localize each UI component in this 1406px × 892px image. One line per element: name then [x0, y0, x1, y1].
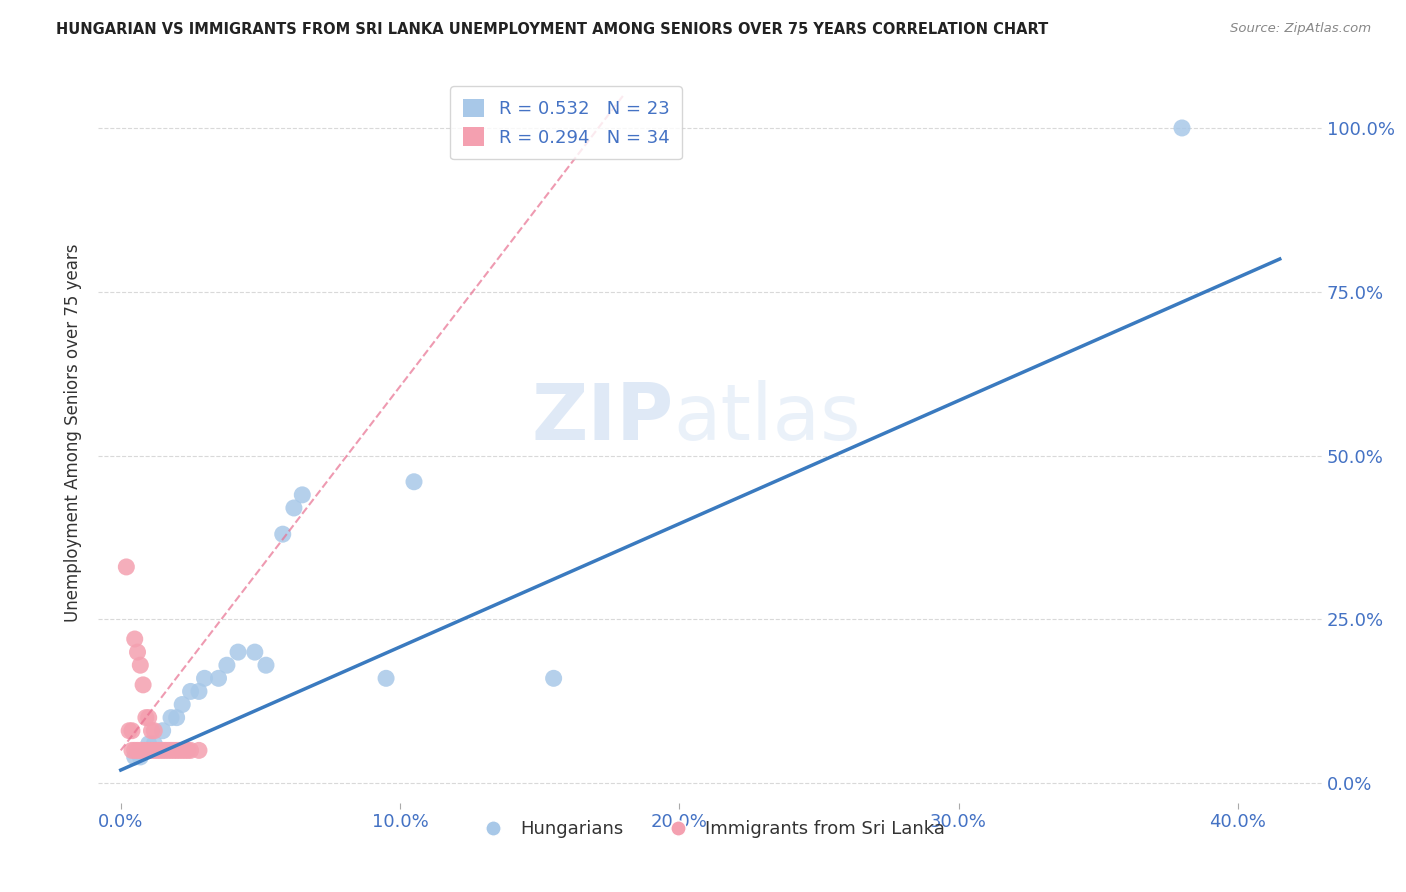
Point [177, 743, 200, 757]
Point [121, 723, 143, 738]
Point [226, 645, 249, 659]
Point [243, 645, 266, 659]
Point [172, 698, 194, 712]
Point [143, 743, 166, 757]
Point [180, 743, 202, 757]
Point [135, 743, 157, 757]
Point [254, 658, 277, 673]
Point [143, 737, 166, 751]
Point [166, 711, 188, 725]
Point [149, 743, 172, 757]
Point [155, 743, 177, 757]
Point [152, 723, 174, 738]
Text: Source: ZipAtlas.com: Source: ZipAtlas.com [1230, 22, 1371, 36]
Point [172, 743, 194, 757]
Point [163, 743, 186, 757]
Point [138, 711, 160, 725]
Point [115, 560, 138, 574]
Point [215, 658, 238, 673]
Point [124, 632, 146, 646]
Point [124, 743, 146, 757]
Point [180, 684, 202, 698]
Point [127, 743, 149, 757]
Point [127, 645, 149, 659]
Point [375, 671, 398, 685]
Point [129, 750, 152, 764]
Point [132, 743, 155, 757]
Text: atlas: atlas [673, 380, 860, 456]
Legend: Hungarians, Immigrants from Sri Lanka: Hungarians, Immigrants from Sri Lanka [468, 814, 952, 846]
Point [291, 488, 314, 502]
Point [193, 671, 215, 685]
Point [141, 743, 163, 757]
Text: ZIP: ZIP [531, 380, 673, 456]
Point [169, 743, 191, 757]
Point [152, 743, 174, 757]
Point [124, 750, 146, 764]
Point [188, 684, 211, 698]
Text: HUNGARIAN VS IMMIGRANTS FROM SRI LANKA UNEMPLOYMENT AMONG SENIORS OVER 75 YEARS : HUNGARIAN VS IMMIGRANTS FROM SRI LANKA U… [56, 22, 1049, 37]
Point [138, 737, 160, 751]
Y-axis label: Unemployment Among Seniors over 75 years: Unemployment Among Seniors over 75 years [65, 244, 83, 622]
Point [146, 743, 169, 757]
Point [271, 527, 294, 541]
Point [143, 723, 166, 738]
Point [129, 743, 152, 757]
Point [132, 678, 155, 692]
Point [121, 743, 143, 757]
Point [174, 743, 197, 757]
Point [402, 475, 425, 489]
Point [129, 658, 152, 673]
Point [118, 723, 141, 738]
Point [160, 743, 183, 757]
Point [138, 743, 160, 757]
Point [166, 743, 188, 757]
Point [160, 711, 183, 725]
Point [207, 671, 229, 685]
Point [283, 500, 305, 515]
Point [141, 723, 163, 738]
Point [135, 711, 157, 725]
Point [543, 671, 565, 685]
Point [188, 743, 211, 757]
Point [1171, 120, 1194, 135]
Point [157, 743, 180, 757]
